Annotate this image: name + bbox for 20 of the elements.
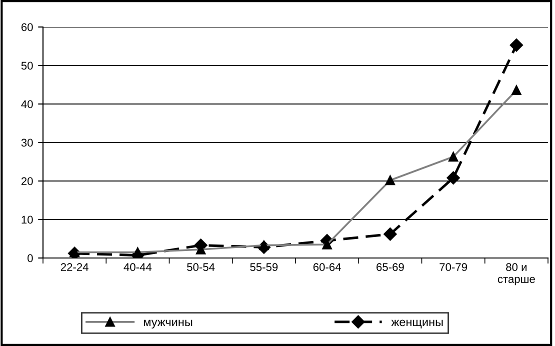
legend-label: мужчины <box>144 320 192 328</box>
legend-label: женщины <box>391 320 443 328</box>
x-tick-label: 80 и старше <box>498 263 535 286</box>
x-tick-label: 70-79 <box>440 263 467 272</box>
point <box>510 38 524 52</box>
y-tick-label: 30 <box>21 138 33 147</box>
x-tick-label: 40-44 <box>124 263 152 272</box>
y-tick-label: 60 <box>21 23 33 32</box>
x-tick-label: 60-64 <box>313 263 341 272</box>
x-tick-label: 50-54 <box>187 263 215 272</box>
x-tick-label: 22-24 <box>60 263 88 271</box>
x-tick-label: 55-59 <box>250 263 278 272</box>
y-tick-label: 40 <box>21 100 33 108</box>
point <box>446 171 460 185</box>
y-tick-label: 50 <box>21 62 33 70</box>
x-tick-label: 65-69 <box>376 263 404 272</box>
point <box>384 228 397 241</box>
y-tick-label: 20 <box>21 177 33 186</box>
y-tick-label: 0 <box>28 254 33 262</box>
y-tick-label: 10 <box>22 216 33 224</box>
